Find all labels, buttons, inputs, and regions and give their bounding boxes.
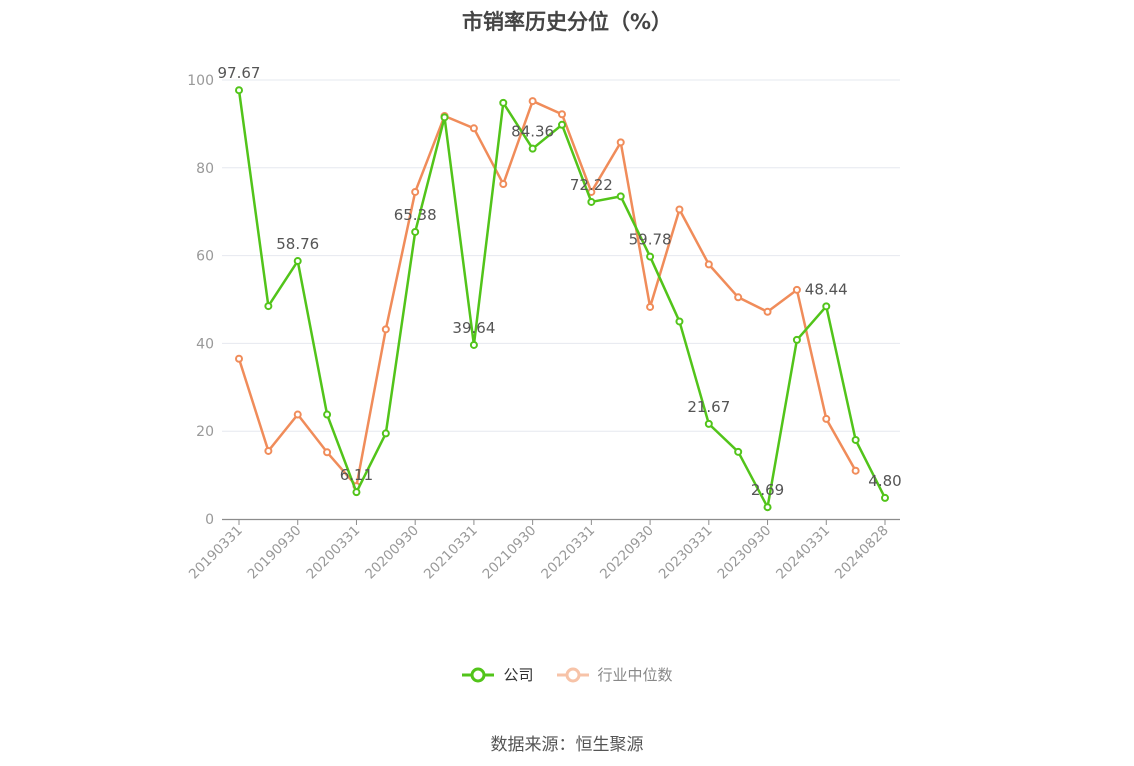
data-label: 4.80 <box>868 472 901 490</box>
series-line-1 <box>237 99 857 488</box>
data-point-1 <box>264 446 273 455</box>
chart-title: 市销率历史分位（%） <box>461 10 673 34</box>
data-point-1 <box>646 302 655 311</box>
data-point-1 <box>851 466 860 475</box>
data-source-note: 数据来源：恒生聚源 <box>490 735 644 755</box>
x-tick-label: 20200930 <box>362 523 422 583</box>
data-point-0 <box>528 144 537 153</box>
legend-label-industry-median: 行业中位数 <box>597 666 673 684</box>
data-label: 72.22 <box>570 176 613 194</box>
x-tick-label: 20220930 <box>597 523 657 583</box>
x-tick-label: 20230331 <box>656 523 716 583</box>
data-point-1 <box>616 138 625 147</box>
data-point-0 <box>704 419 713 428</box>
legend-label-company: 公司 <box>503 666 534 684</box>
data-point-1 <box>704 260 713 269</box>
legend-item-industry-median[interactable]: 行业中位数 <box>556 664 673 685</box>
data-point-0 <box>792 335 801 344</box>
data-point-1 <box>499 180 508 189</box>
data-label: 2.69 <box>751 481 784 499</box>
data-point-0 <box>381 429 390 438</box>
data-point-0 <box>411 227 420 236</box>
x-tick-label: 20240828 <box>832 523 892 583</box>
y-tick-label: 80 <box>196 161 214 177</box>
data-point-1 <box>734 293 743 302</box>
x-tick-label: 20200331 <box>303 523 363 583</box>
data-point-0 <box>675 317 684 326</box>
data-label: 39.64 <box>452 319 495 337</box>
data-point-0 <box>264 302 273 311</box>
x-tick-label: 20190930 <box>245 523 305 583</box>
legend-company-marker-icon <box>462 667 495 682</box>
data-label: 97.67 <box>218 64 261 82</box>
data-label: 58.76 <box>276 235 319 253</box>
data-point-0 <box>352 488 361 497</box>
legend: 公司 行业中位数 <box>0 664 1134 685</box>
data-point-1 <box>411 187 420 196</box>
data-point-1 <box>469 124 478 133</box>
y-tick-label: 60 <box>196 249 214 265</box>
data-label: 48.44 <box>805 280 848 298</box>
data-point-1 <box>675 205 684 214</box>
data-label: 21.67 <box>687 398 730 416</box>
data-point-1 <box>381 325 390 334</box>
data-point-0 <box>499 98 508 107</box>
x-tick-label: 20220331 <box>538 523 598 583</box>
x-tick-label: 20210331 <box>421 523 481 583</box>
data-point-1 <box>528 97 537 106</box>
data-point-0 <box>646 252 655 261</box>
x-tick-label: 20240331 <box>773 523 833 583</box>
data-point-0 <box>558 120 566 129</box>
data-point-0 <box>763 503 772 512</box>
data-point-1 <box>792 285 801 294</box>
data-label: 59.78 <box>629 231 672 249</box>
data-point-0 <box>469 340 478 349</box>
legend-industry-marker-icon <box>556 667 589 682</box>
y-tick-label: 100 <box>187 73 214 89</box>
x-tick-label: 20190331 <box>186 523 246 583</box>
data-point-0 <box>323 410 332 419</box>
data-point-0 <box>734 447 743 456</box>
data-label: 6.11 <box>340 466 373 484</box>
data-label: 65.38 <box>394 206 437 224</box>
data-point-1 <box>293 410 302 419</box>
data-label: 84.36 <box>511 123 554 141</box>
y-tick-label: 20 <box>196 424 214 440</box>
legend-item-company[interactable]: 公司 <box>461 664 534 685</box>
data-point-1 <box>323 448 332 457</box>
data-point-0 <box>440 113 449 122</box>
data-point-1 <box>822 414 831 423</box>
data-point-0 <box>616 192 625 201</box>
data-point-0 <box>293 257 302 266</box>
data-point-0 <box>235 86 243 95</box>
data-point-1 <box>558 110 566 119</box>
data-point-1 <box>235 354 243 363</box>
y-tick-label: 0 <box>205 512 214 528</box>
y-tick-label: 40 <box>196 336 214 352</box>
series-line-0 <box>237 90 887 509</box>
data-point-0 <box>851 435 860 444</box>
data-point-0 <box>822 302 831 311</box>
x-tick-label: 20230930 <box>714 523 774 583</box>
data-point-1 <box>763 307 772 316</box>
data-point-0 <box>881 493 889 502</box>
data-point-0 <box>587 197 596 206</box>
x-tick-label: 20210930 <box>480 523 540 583</box>
